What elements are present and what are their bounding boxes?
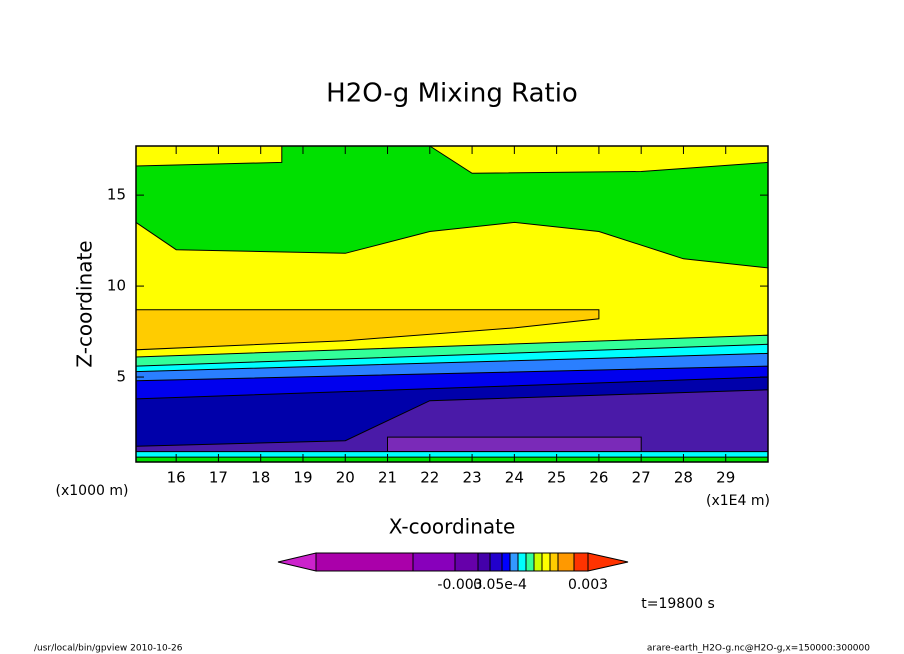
colorbar-segment <box>477 552 491 572</box>
x-tick-label: 20 <box>336 469 355 487</box>
colorbar-segment <box>517 552 527 572</box>
y-axis-label: Z-coordinate <box>73 240 97 367</box>
colorbar-segment <box>533 552 543 572</box>
time-label: t=19800 s <box>641 596 715 612</box>
x-tick-label: 26 <box>589 469 608 487</box>
x-tick-label: 18 <box>251 469 270 487</box>
colorbar-segment <box>509 552 519 572</box>
footer-left: /usr/local/bin/gpview 2010-10-26 <box>34 644 183 654</box>
y-tick-label: 15 <box>107 186 126 204</box>
colorbar-segment <box>315 552 414 572</box>
x-unit-label: (x1E4 m) <box>706 493 770 509</box>
colorbar-segment <box>557 552 575 572</box>
y-unit-label: (x1000 m) <box>56 483 129 499</box>
y-tick-label: 5 <box>116 368 126 386</box>
x-tick-label: 23 <box>463 469 482 487</box>
x-tick-label: 27 <box>632 469 651 487</box>
x-tick-label: 25 <box>547 469 566 487</box>
colorbar-segment <box>412 552 456 572</box>
chart-title: H2O-g Mixing Ratio <box>326 79 578 109</box>
colorbar-segment <box>489 552 503 572</box>
colorbar-label: 0.003 <box>568 577 608 593</box>
footer-right: arare-earth_H2O-g.nc@H2O-g,x=150000:3000… <box>647 644 870 654</box>
x-tick-label: 29 <box>716 469 735 487</box>
colorbar-end <box>587 552 629 572</box>
colorbar-segment <box>541 552 551 572</box>
colorbar-segment <box>454 552 479 572</box>
y-tick-label: 10 <box>107 277 126 295</box>
plot-frame <box>135 145 769 463</box>
x-tick-label: 28 <box>674 469 693 487</box>
colorbar-label: -0.003 <box>437 577 482 593</box>
colorbar-segment <box>501 552 511 572</box>
x-tick-label: 24 <box>505 469 524 487</box>
x-tick-label: 22 <box>420 469 439 487</box>
x-axis-label: X-coordinate <box>389 515 516 539</box>
colorbar-segment <box>549 552 559 572</box>
contour-region <box>135 145 283 167</box>
colorbar-end <box>277 552 317 572</box>
x-tick-label: 17 <box>209 469 228 487</box>
colorbar-segment <box>573 552 589 572</box>
contour-region <box>387 436 642 453</box>
colorbar-label: 0.05e-4 <box>473 577 527 593</box>
x-tick-label: 21 <box>378 469 397 487</box>
colorbar-segment <box>525 552 535 572</box>
x-tick-label: 19 <box>293 469 312 487</box>
x-tick-label: 16 <box>167 469 186 487</box>
